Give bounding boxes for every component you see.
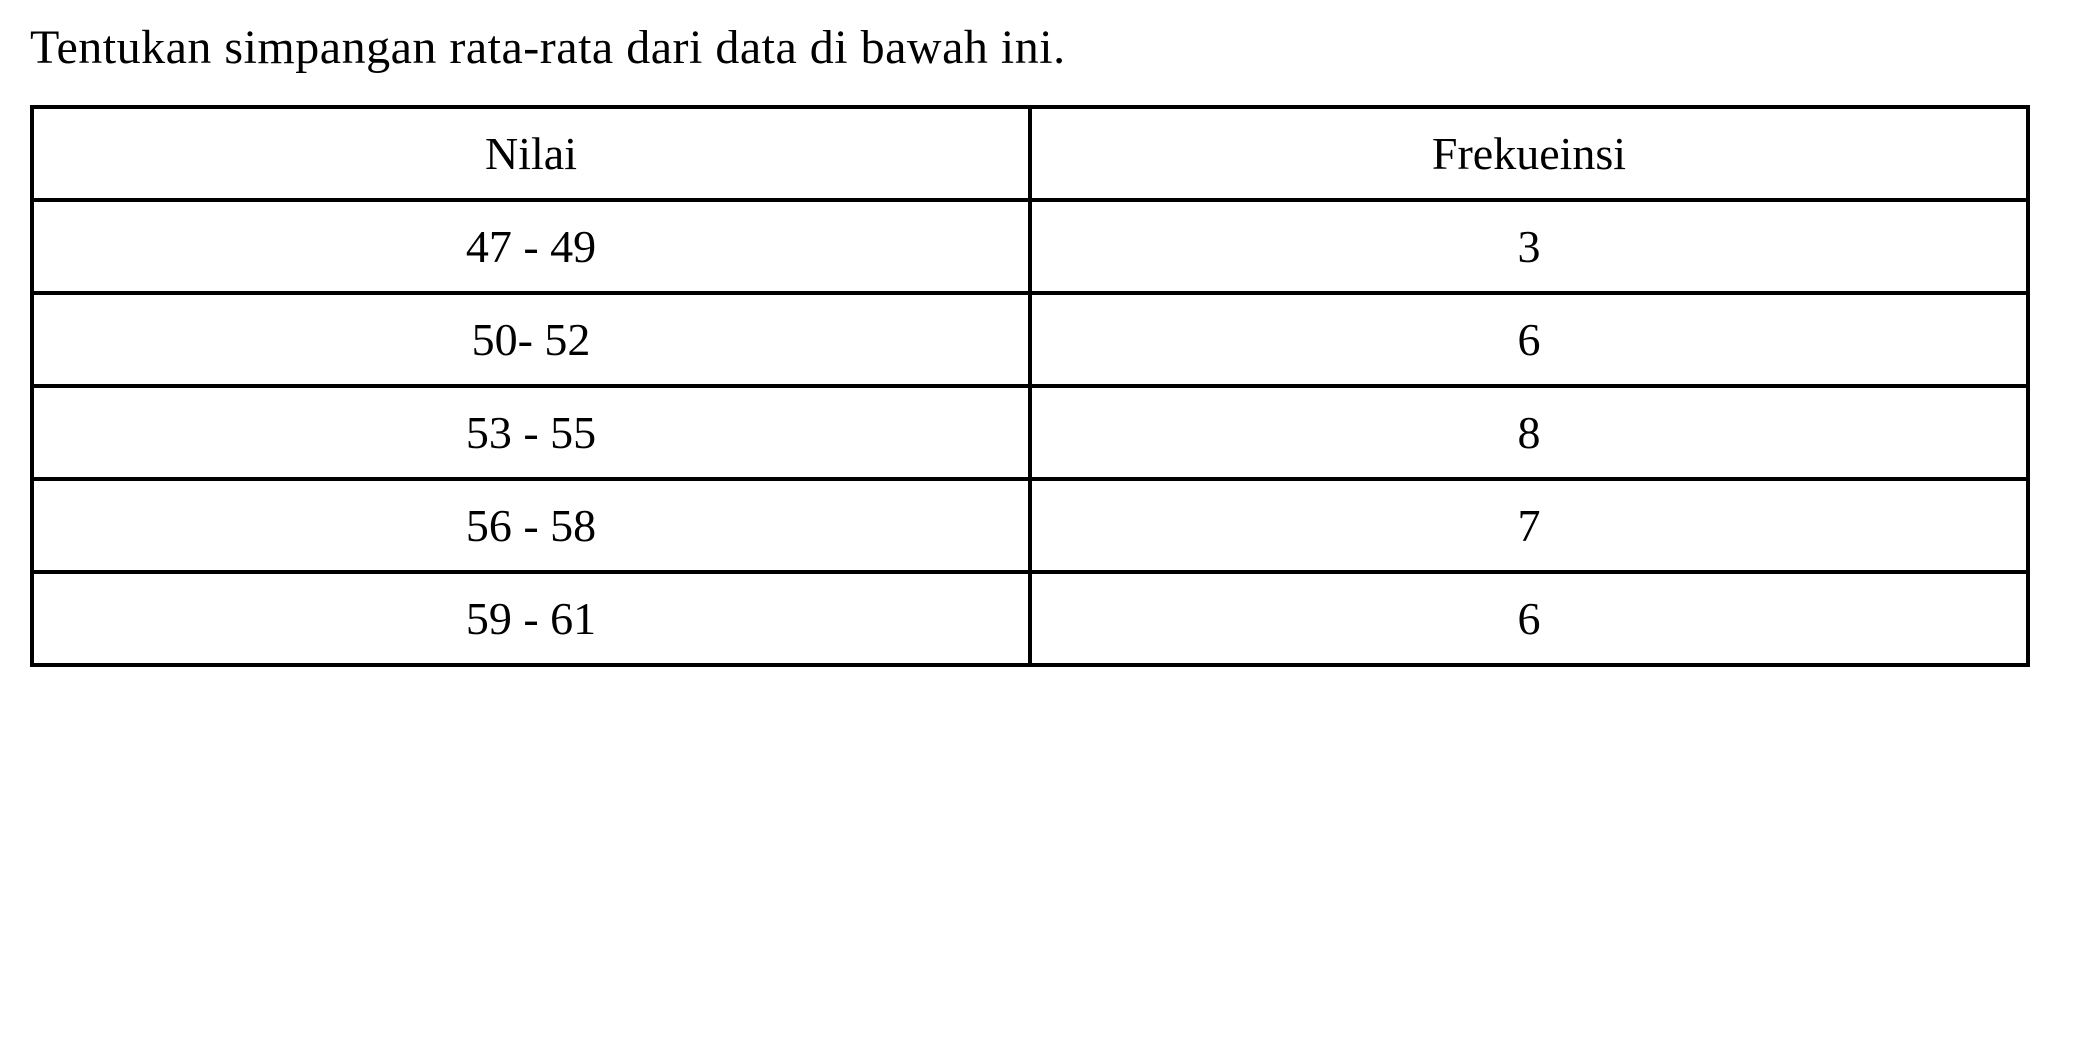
table-row: 53 - 55 8 (32, 386, 2028, 479)
table-row: 47 - 49 3 (32, 200, 2028, 293)
cell-nilai: 56 - 58 (32, 479, 1030, 572)
column-header-nilai: Nilai (32, 107, 1030, 200)
column-header-frekuensi: Frekueinsi (1030, 107, 2028, 200)
cell-nilai: 59 - 61 (32, 572, 1030, 665)
table-header-row: Nilai Frekueinsi (32, 107, 2028, 200)
table-row: 56 - 58 7 (32, 479, 2028, 572)
question-text: Tentukan simpangan rata-rata dari data d… (30, 20, 2045, 75)
cell-nilai: 53 - 55 (32, 386, 1030, 479)
cell-frekuensi: 7 (1030, 479, 2028, 572)
table-row: 50- 52 6 (32, 293, 2028, 386)
cell-frekuensi: 6 (1030, 293, 2028, 386)
data-table: Nilai Frekueinsi 47 - 49 3 50- 52 6 53 -… (30, 105, 2030, 667)
cell-frekuensi: 8 (1030, 386, 2028, 479)
cell-nilai: 47 - 49 (32, 200, 1030, 293)
cell-frekuensi: 3 (1030, 200, 2028, 293)
table-row: 59 - 61 6 (32, 572, 2028, 665)
cell-frekuensi: 6 (1030, 572, 2028, 665)
cell-nilai: 50- 52 (32, 293, 1030, 386)
